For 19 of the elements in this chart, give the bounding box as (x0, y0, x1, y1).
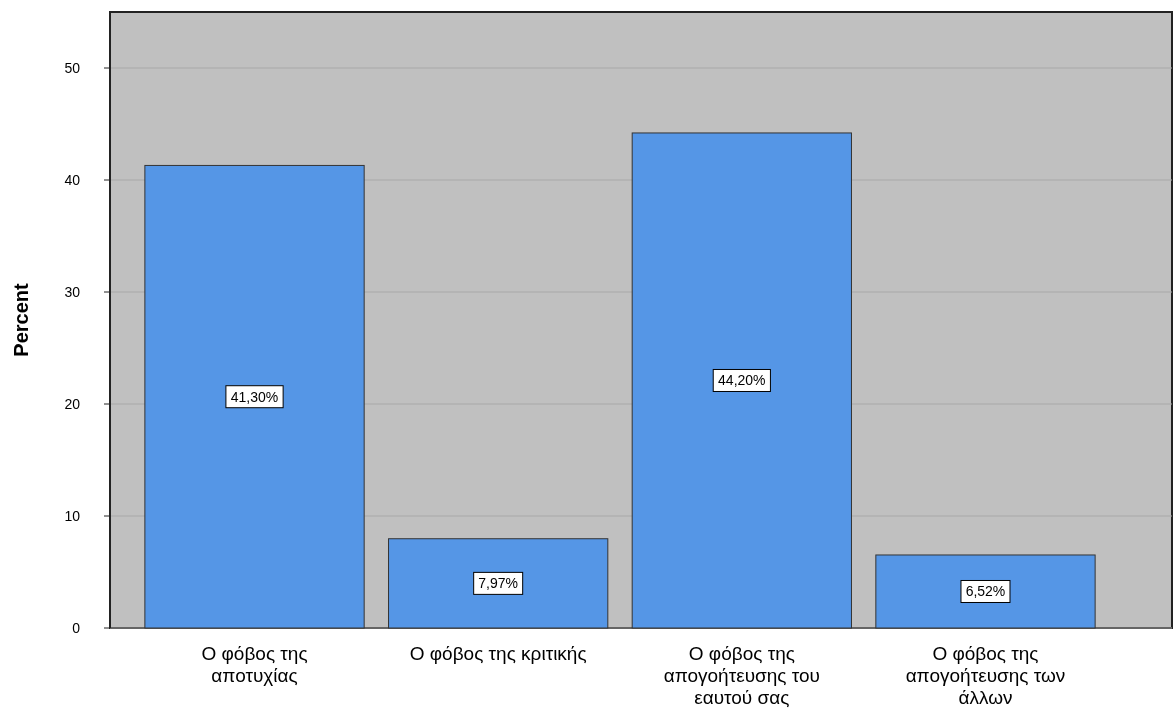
x-tick-label: Ο φόβος της αποτυχίας (201, 643, 308, 686)
y-tick-label: 30 (64, 283, 81, 300)
x-tick-label: Ο φόβος της απογοήτευσης του εαυτού σας (663, 643, 820, 708)
data-label: 6,52% (965, 583, 1006, 600)
y-tick-label: 40 (64, 171, 81, 188)
data-label: 7,97% (478, 575, 519, 592)
data-label: 41,30% (230, 388, 279, 405)
y-tick-label: 0 (72, 619, 81, 636)
y-axis-title: Percent (10, 282, 32, 357)
bar (388, 538, 609, 629)
bar (144, 164, 365, 629)
bar (875, 554, 1096, 629)
x-tick-label: Ο φόβος της κριτικής (409, 643, 587, 664)
y-tick-label: 50 (64, 59, 81, 76)
y-tick-label: 10 (64, 507, 81, 524)
data-label: 44,20% (718, 372, 766, 389)
bar (631, 132, 852, 629)
y-tick-label: 20 (64, 395, 81, 412)
x-tick-label: Ο φόβος της απογοήτευσης των άλλων (905, 643, 1066, 708)
